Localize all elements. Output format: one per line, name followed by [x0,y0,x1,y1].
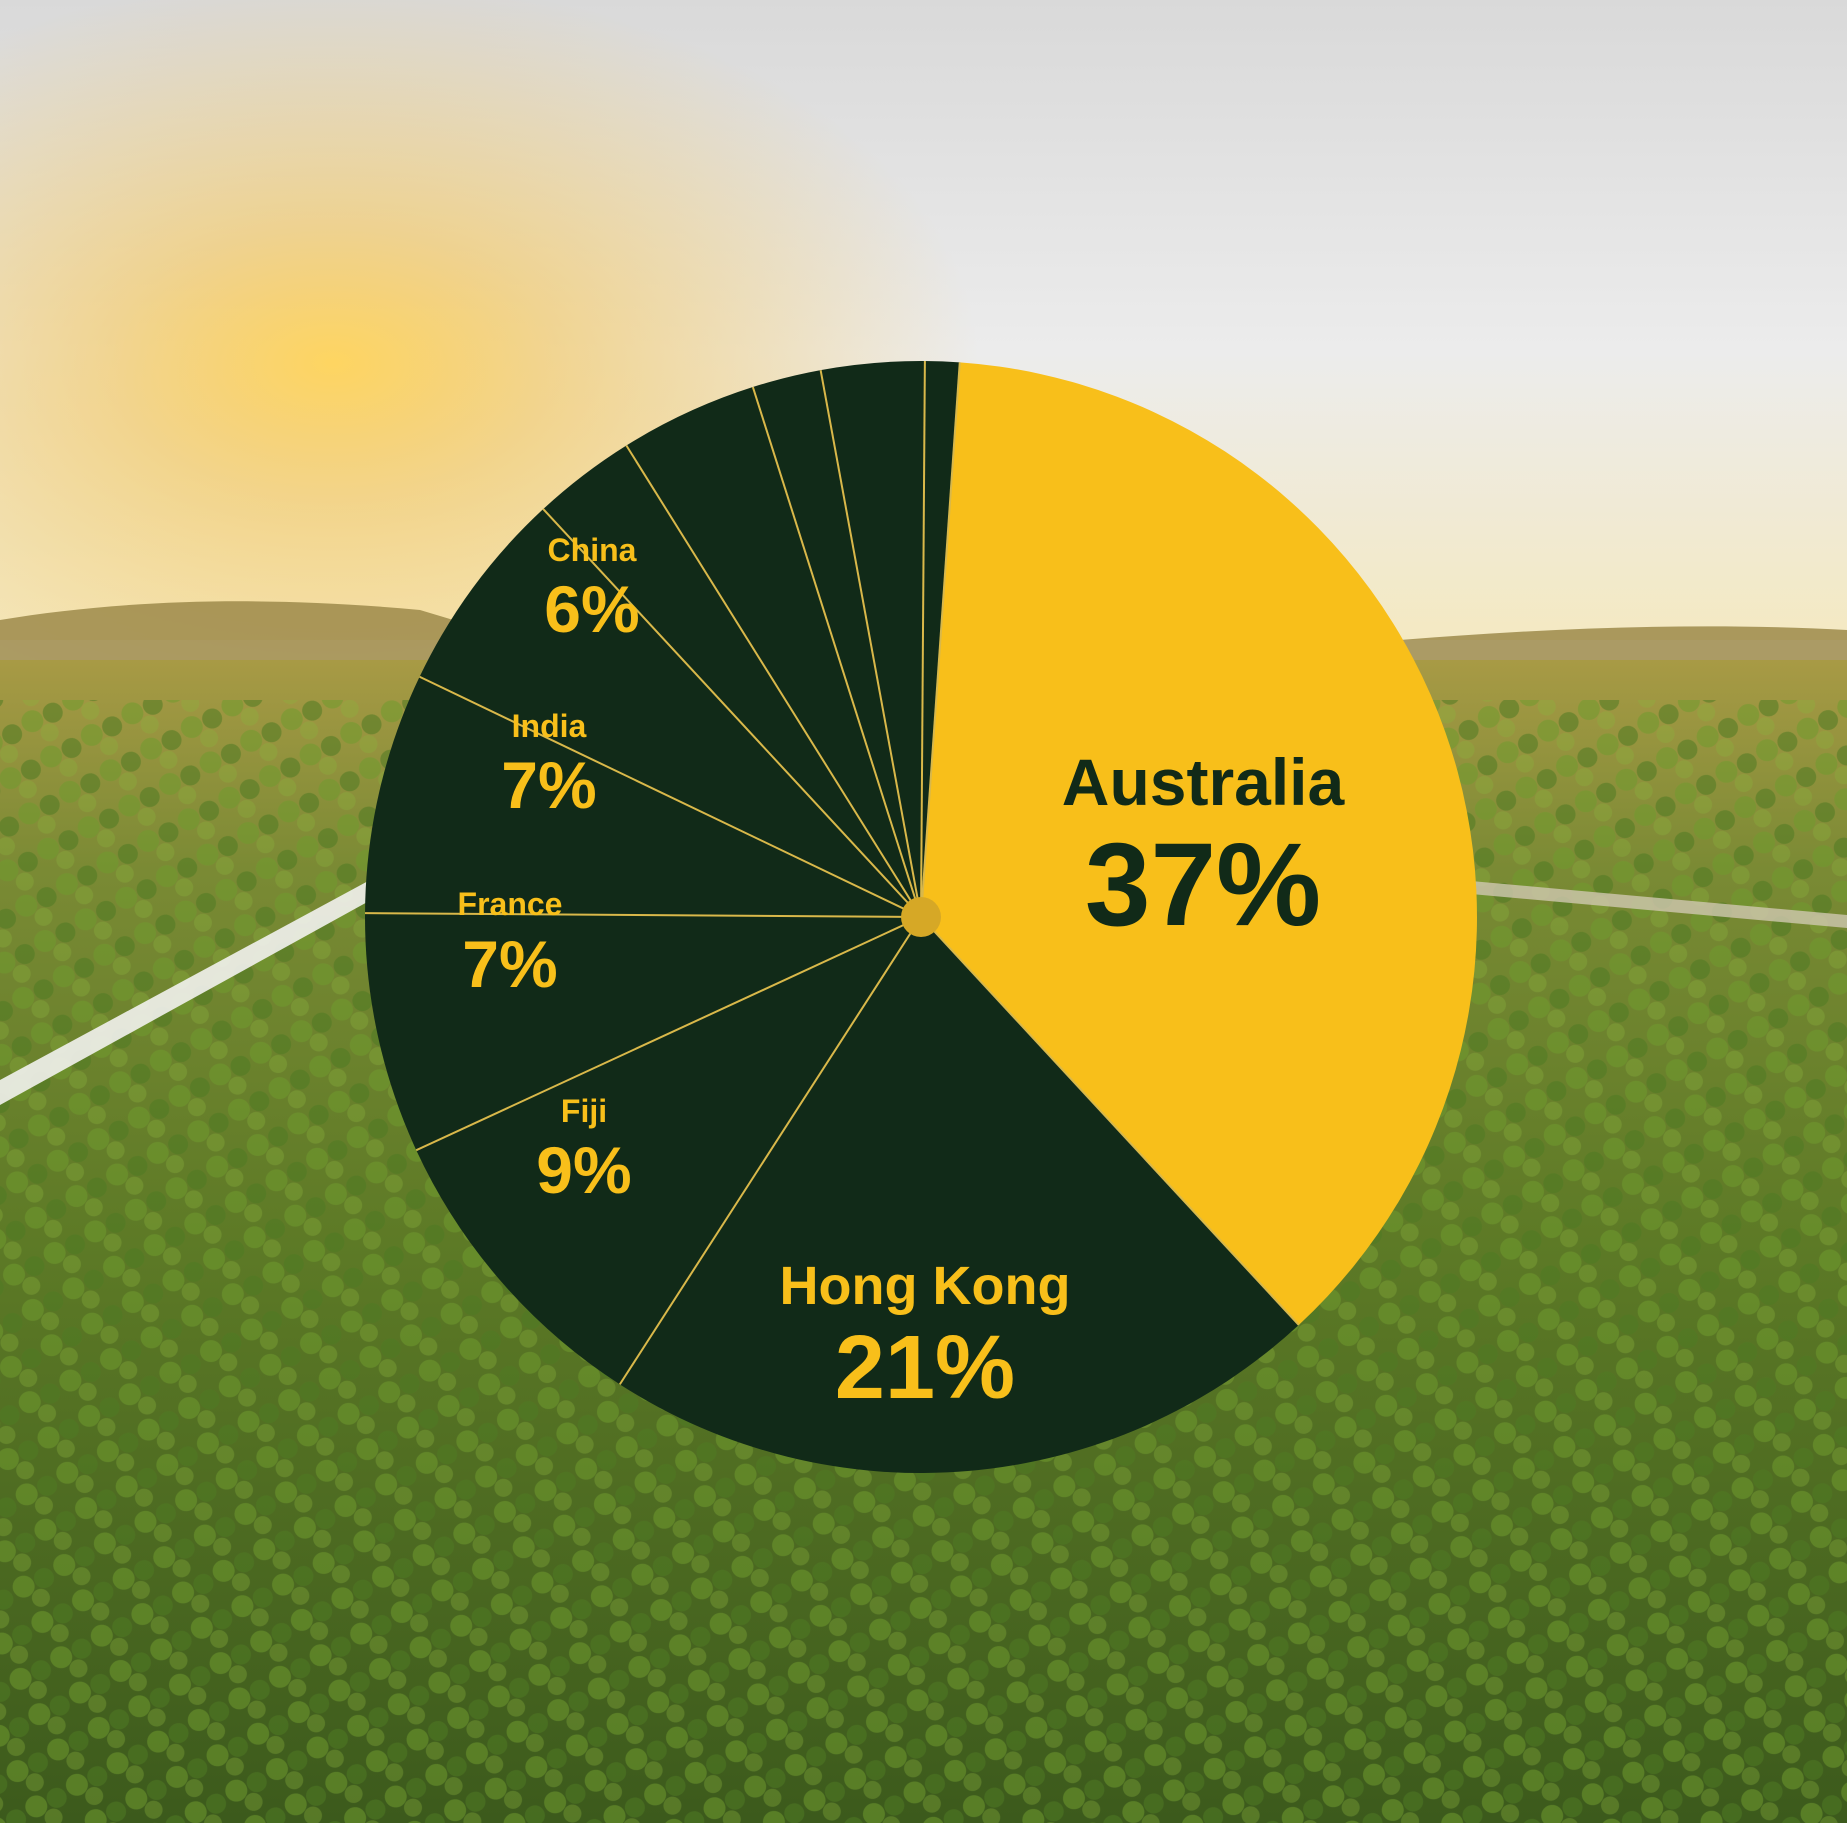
irrigation-channel [0,880,380,1105]
slice-label-value: 21% [835,1318,1015,1418]
pie-slice-unlabeled [626,387,921,917]
slice-divider [618,916,922,1385]
pie-slice-hong-kong [619,917,1299,1474]
pie-slice-australia [921,362,1478,1325]
pie-slice-fiji [416,917,921,1385]
slice-label-name: Australia [1062,745,1346,819]
slice-divider [365,912,922,918]
slice-label-name: France [458,886,563,922]
slice-labels: Australia 37% Hong Kong 21% Fiji 9% Fran… [458,532,1346,1418]
pie-slice-china [419,509,921,917]
field-road [1460,880,1847,928]
slice-label-value: 7% [462,927,557,1001]
slice-divider [415,916,922,1152]
slice-label-name: India [512,708,587,744]
slice-dividers [365,361,1300,1385]
pie-slice-unlabeled [752,370,921,917]
slice-label-value: 9% [536,1133,631,1207]
slice-divider [419,675,922,918]
slice-divider [920,361,926,918]
slice-label-value: 6% [544,572,639,646]
pie-center-dot [901,897,941,937]
slice-label-name: Hong Kong [780,1256,1071,1316]
slice-divider [542,508,922,918]
slice-divider [751,386,922,918]
pie-slice-india [365,676,921,917]
slice-label-value: 7% [501,748,596,822]
slice-divider [625,444,922,918]
pie-slices [365,361,1478,1474]
slice-divider [819,369,922,918]
slice-label-name: Fiji [561,1093,607,1129]
pie-slice-unlabeled [543,445,921,917]
slice-label-value: 37% [1085,819,1321,951]
pie-slice-unlabeled [820,361,925,917]
slice-label-name: China [548,532,637,568]
slice-divider [920,916,1300,1326]
pie-slice-france [365,913,921,1151]
slice-divider [920,362,961,918]
